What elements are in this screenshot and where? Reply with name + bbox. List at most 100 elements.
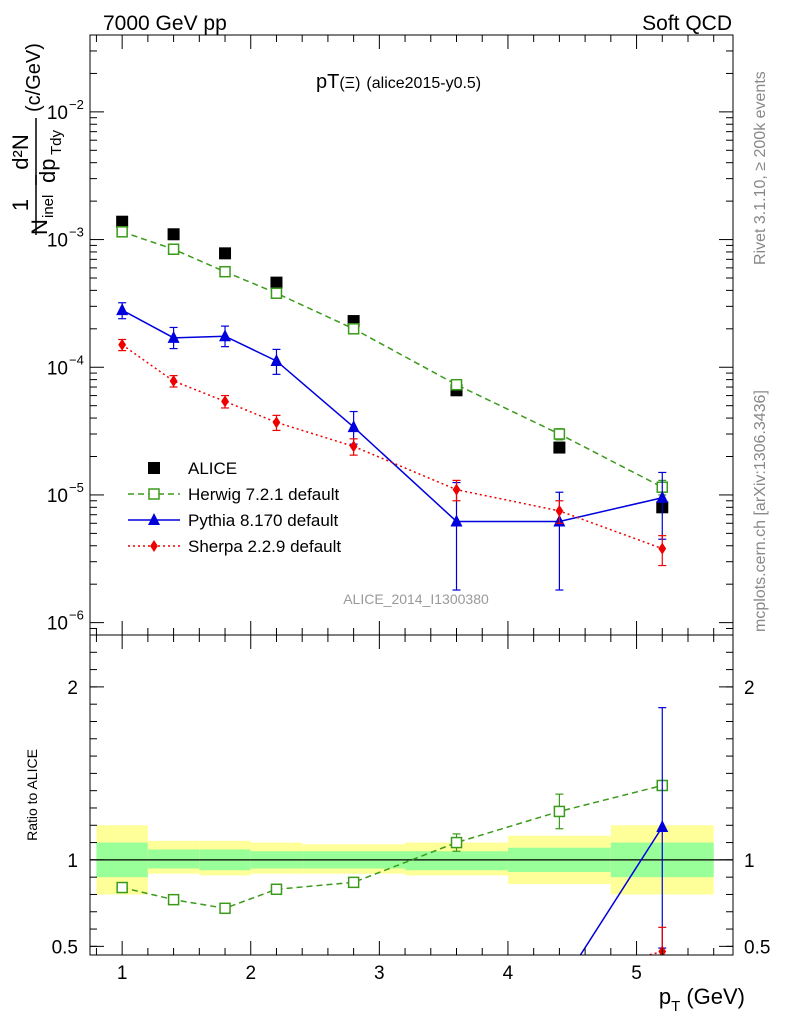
data-point (553, 441, 566, 454)
data-point (118, 338, 127, 351)
ratio-series-line (121, 784, 663, 910)
series-1-group (116, 226, 669, 496)
main-y-tick-label: 10 (47, 614, 68, 635)
legend-entry: Herwig 7.2.1 default (128, 485, 339, 504)
plot-title-tag: (alice2015-y0.5) (366, 75, 481, 92)
data-point (270, 276, 283, 289)
ylabel-unit: (c/GeV) (23, 43, 45, 112)
legend-marker (148, 513, 160, 525)
data-point (450, 378, 463, 391)
x-tick-label: 4 (503, 963, 514, 984)
data-point (167, 243, 180, 255)
data-point (450, 514, 463, 527)
series-3-group (118, 338, 667, 567)
data-point (347, 420, 360, 433)
main-y-tick-label: 10 (47, 103, 68, 124)
x-tick-label: 5 (631, 963, 642, 984)
data-point (116, 303, 129, 316)
data-point (219, 265, 231, 278)
ratio-stat-band (405, 851, 508, 871)
ratio-y-tick-label-left: 2 (67, 678, 78, 699)
data-point (167, 330, 180, 343)
data-point (221, 395, 229, 408)
main-series-layer (116, 215, 669, 591)
data-point (555, 504, 564, 517)
ratio-data-point (347, 876, 360, 889)
legend-label: ALICE (188, 459, 237, 478)
main-y-tick-exponent: −6 (69, 608, 84, 623)
main-y-tick-exponent: −2 (69, 97, 84, 112)
ratio-data-point (116, 881, 128, 894)
plot-title-paren: (Ξ) (339, 75, 360, 92)
ratio-frame (89, 634, 734, 956)
data-point (658, 542, 667, 555)
main-y-tick-exponent: −3 (69, 225, 84, 240)
legend-label: Sherpa 2.2.9 default (188, 537, 341, 556)
legend-entry: Pythia 8.170 default (128, 511, 339, 530)
ratio-y-tick-label-left: 0.5 (52, 937, 78, 958)
ratio-y-axis-label: Ratio to ALICE (24, 749, 40, 841)
ratio-y-tick-label-right: 2 (744, 678, 755, 699)
ratio-ticks-layer: 0.5 0.5 1 1 2 2 1 2 3 4 5 (52, 635, 770, 984)
legend-label: Herwig 7.2.1 default (188, 485, 339, 504)
data-point (219, 247, 232, 260)
x-tick-label: 1 (117, 963, 128, 984)
data-point (553, 428, 566, 440)
data-point (272, 416, 281, 429)
ratio-data-point (656, 820, 669, 832)
main-y-tick-label: 10 (47, 231, 68, 252)
ratio-data-point (219, 902, 231, 915)
legend-marker (150, 540, 158, 552)
main-ticks-layer: 10−610−510−410−310−2 (47, 34, 733, 636)
x-axis-label: pT (GeV) (659, 984, 745, 1015)
xlabel-unit: (GeV) (686, 984, 745, 1009)
legend-marker (148, 488, 160, 500)
data-point (452, 483, 461, 496)
main-y-tick-label: 10 (47, 486, 68, 507)
ratio-data-point (450, 836, 463, 849)
main-panel: 10−610−510−410−310−2 pT(Ξ) (alice2015-y0.… (8, 34, 734, 636)
main-y-tick-exponent: −5 (69, 480, 84, 495)
side-label-mcplots: mcplots.cern.ch [arXiv:1306.3436] (752, 390, 769, 632)
ratio-series-1-group (579, 707, 669, 955)
data-point (270, 353, 283, 366)
ratio-series-line (645, 950, 663, 955)
plot-title: pT(Ξ) (alice2015-y0.5) (316, 71, 481, 93)
ylabel-d-den: dp (35, 159, 60, 183)
main-y-tick-exponent: −4 (69, 352, 84, 367)
ratio-y-tick-label-right: 0.5 (744, 937, 770, 958)
legend: ALICE Herwig 7.2.1 default Pythia 8.170 de… (128, 459, 341, 556)
x-tick-label: 3 (374, 963, 385, 984)
plot-title-main: pT (316, 71, 339, 93)
ratio-data-point (553, 805, 566, 818)
ratio-series-2-group (645, 926, 667, 955)
ratio-stat-band (147, 849, 200, 869)
ratio-data-point (167, 893, 180, 906)
ratio-y-tick-label-left: 1 (67, 851, 78, 872)
main-y-tick-label: 10 (47, 358, 68, 379)
data-point (219, 329, 232, 342)
x-tick-label: 2 (245, 963, 256, 984)
ratio-data-point (270, 883, 283, 896)
analysis-watermark: ALICE_2014_I1300380 (343, 591, 489, 607)
series-2-group (116, 302, 669, 591)
data-point (270, 287, 283, 299)
main-frame (89, 34, 734, 636)
legend-entry: ALICE (148, 459, 237, 478)
ylabel-frac-den-sub: inel (40, 195, 57, 218)
series-0-group (116, 215, 669, 514)
ratio-bands-layer (90, 825, 733, 895)
data-point (116, 215, 129, 228)
data-point (116, 226, 128, 238)
data-point (167, 228, 180, 241)
header-category-label: Soft QCD (642, 12, 732, 35)
xlabel-sub: T (671, 998, 680, 1015)
data-point (347, 323, 360, 335)
svg-text:pT(Ξ)(alice2015-y0.5): pT(Ξ) (alice2015-y0.5) (316, 71, 481, 93)
ratio-y-tick-label-right: 1 (744, 851, 755, 872)
series-line (121, 231, 663, 488)
data-point (656, 490, 669, 503)
side-label-rivet: Rivet 3.1.10, ≥ 200k events (752, 71, 769, 265)
main-y-axis-label: 1 N inel d²N dp Tdy (c/GeV) (8, 43, 65, 235)
